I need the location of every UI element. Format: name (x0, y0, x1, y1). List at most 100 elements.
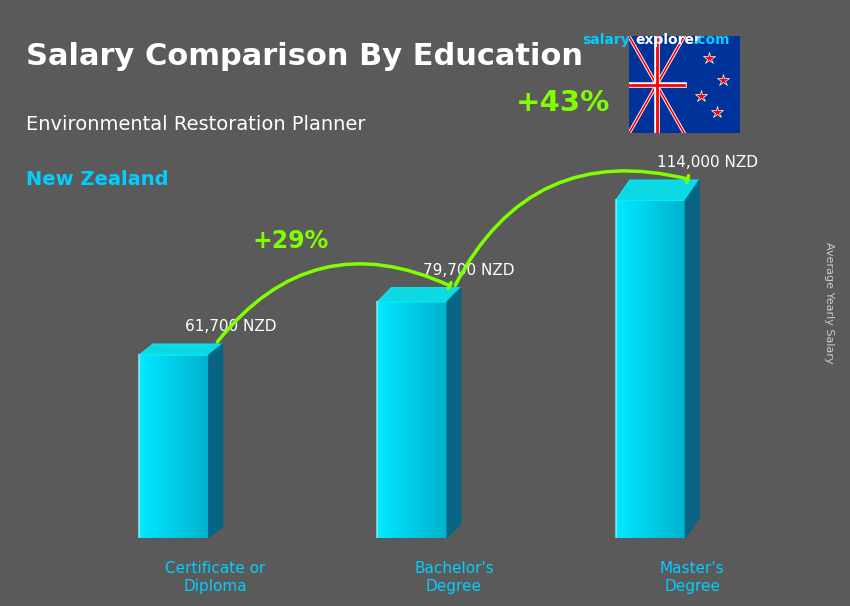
Bar (665, 201, 666, 538)
Bar (672, 201, 673, 538)
Bar (150, 355, 151, 538)
Bar (658, 201, 660, 538)
Bar (428, 302, 429, 538)
Bar (394, 302, 395, 538)
Bar (668, 201, 670, 538)
Bar (184, 355, 186, 538)
Polygon shape (208, 344, 223, 538)
Bar (160, 355, 162, 538)
Bar (621, 201, 623, 538)
Bar (386, 302, 388, 538)
Bar (176, 355, 178, 538)
Bar (389, 302, 391, 538)
Text: Average Yearly Salary: Average Yearly Salary (824, 242, 834, 364)
Bar (616, 201, 618, 538)
Bar (426, 302, 428, 538)
Bar (620, 201, 621, 538)
Text: Salary Comparison By Education: Salary Comparison By Education (26, 42, 582, 72)
Bar (196, 355, 198, 538)
Bar (435, 302, 437, 538)
Bar (207, 355, 208, 538)
Bar (642, 201, 643, 538)
Bar (666, 201, 668, 538)
Bar (200, 355, 201, 538)
Bar (424, 302, 426, 538)
Bar (148, 355, 150, 538)
Text: .com: .com (693, 33, 730, 47)
Bar (391, 302, 394, 538)
Bar (675, 201, 677, 538)
Bar (444, 302, 445, 538)
Bar (638, 201, 640, 538)
Bar (682, 201, 683, 538)
Bar (382, 302, 384, 538)
Bar (405, 302, 407, 538)
Bar (647, 201, 649, 538)
Bar (437, 302, 439, 538)
Bar (178, 355, 179, 538)
Polygon shape (139, 344, 223, 355)
Bar (633, 201, 635, 538)
Bar (163, 355, 165, 538)
Bar (618, 201, 620, 538)
Bar (409, 302, 411, 538)
Bar (677, 201, 678, 538)
Bar (628, 201, 630, 538)
Bar (384, 302, 386, 538)
Bar (422, 302, 424, 538)
Bar (158, 355, 160, 538)
Bar (429, 302, 431, 538)
Bar (399, 302, 400, 538)
Bar (637, 201, 638, 538)
Bar (652, 201, 654, 538)
Bar (661, 201, 663, 538)
Bar (402, 302, 404, 538)
Bar (421, 302, 422, 538)
Text: +29%: +29% (253, 228, 329, 253)
Bar (411, 302, 412, 538)
Bar (412, 302, 414, 538)
Bar (183, 355, 184, 538)
Bar (377, 302, 379, 538)
Bar (141, 355, 143, 538)
Bar (673, 201, 675, 538)
Bar (683, 201, 685, 538)
Bar (680, 201, 682, 538)
Bar (201, 355, 203, 538)
Text: 61,700 NZD: 61,700 NZD (184, 319, 276, 334)
Bar (191, 355, 193, 538)
Bar (156, 355, 158, 538)
Bar (442, 302, 444, 538)
Bar (414, 302, 416, 538)
Text: explorer: explorer (635, 33, 700, 47)
Bar (162, 355, 163, 538)
Bar (623, 201, 625, 538)
Text: Bachelor's
Degree: Bachelor's Degree (414, 561, 494, 593)
Polygon shape (377, 288, 461, 302)
Bar (190, 355, 191, 538)
Bar (139, 355, 141, 538)
Text: salary: salary (582, 33, 630, 47)
Text: Environmental Restoration Planner: Environmental Restoration Planner (26, 115, 365, 134)
Bar (445, 302, 447, 538)
Bar (179, 355, 181, 538)
Bar (388, 302, 389, 538)
Bar (379, 302, 381, 538)
Bar (434, 302, 435, 538)
Bar (656, 201, 658, 538)
Bar (663, 201, 665, 538)
Bar (678, 201, 680, 538)
Bar (630, 201, 632, 538)
Bar (635, 201, 637, 538)
Bar (381, 302, 382, 538)
Bar (173, 355, 174, 538)
Bar (193, 355, 195, 538)
Bar (151, 355, 153, 538)
Bar (174, 355, 176, 538)
Bar (397, 302, 399, 538)
Bar (645, 201, 647, 538)
Bar (195, 355, 196, 538)
Bar (431, 302, 434, 538)
Bar (395, 302, 397, 538)
Bar (167, 355, 168, 538)
